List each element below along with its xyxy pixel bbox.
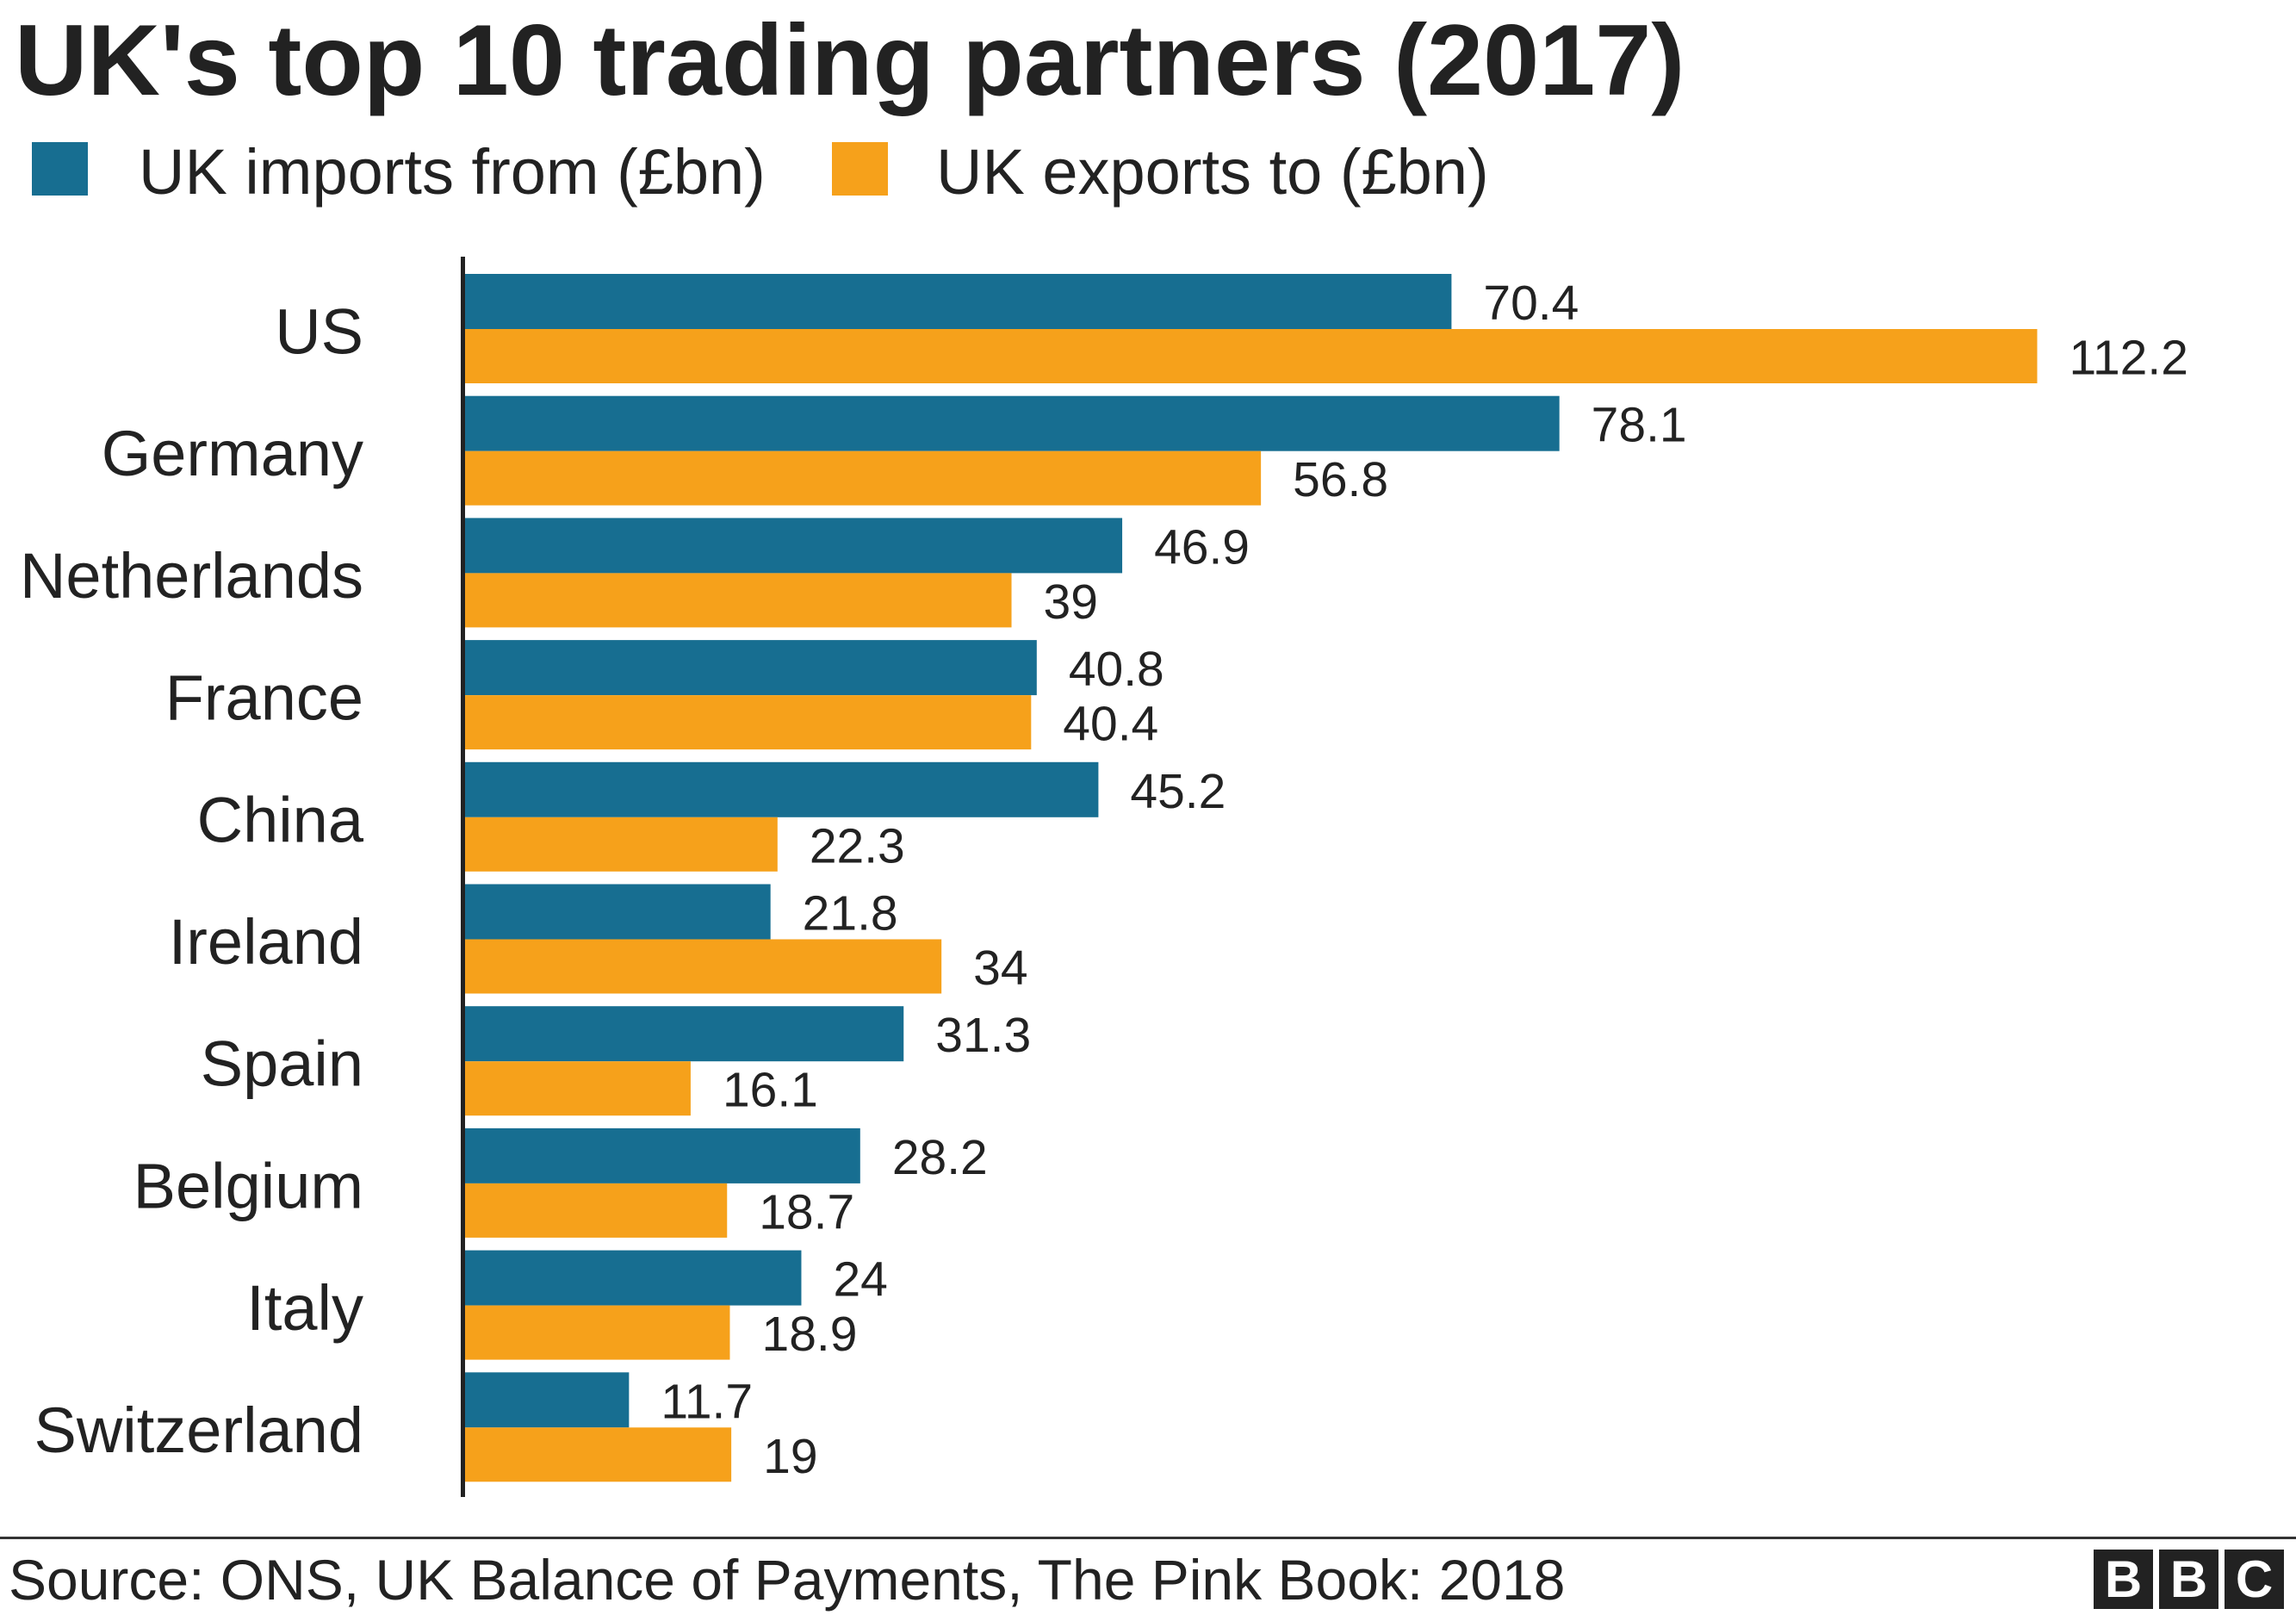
bar-imports-us [465, 274, 1452, 329]
bar-imports-netherlands [465, 518, 1123, 574]
bar-exports-france [465, 695, 1032, 750]
category-label-switzerland: Switzerland [34, 1394, 363, 1466]
bar-group-ireland: Ireland 21.8 34 [169, 884, 1028, 996]
chart-title: UK's top 10 trading partners (2017) [15, 3, 1685, 116]
value-label-imports-belgium: 28.2 [892, 1130, 988, 1185]
value-label-exports-france: 40.4 [1063, 697, 1158, 752]
value-label-imports-switzerland: 11.7 [661, 1374, 753, 1429]
category-axis-line [461, 257, 465, 1497]
bar-group-spain: Spain 31.3 16.1 [201, 1006, 1031, 1118]
value-label-exports-switzerland: 19 [763, 1429, 817, 1484]
value-label-imports-france: 40.8 [1069, 642, 1164, 697]
bar-exports-spain [465, 1061, 691, 1116]
bars-layer: US 70.4 112.2 Germany 78.1 56.8 Netherlands 46.… [20, 274, 2188, 1484]
category-label-italy: Italy [246, 1272, 363, 1344]
bar-group-china: China 45.2 22.3 [197, 761, 1226, 873]
bar-group-us: US 70.4 112.2 [275, 274, 2188, 386]
bar-group-switzerland: Switzerland 11.719 [34, 1372, 818, 1484]
value-label-exports-ireland: 34 [973, 941, 1027, 996]
value-label-imports-ireland: 21.8 [803, 886, 898, 941]
value-label-exports-us: 112.2 [2069, 331, 2187, 386]
bar-group-belgium: Belgium 28.2 18.7 [133, 1127, 988, 1239]
category-label-germany: Germany [102, 418, 363, 489]
bar-exports-us [465, 329, 2038, 383]
bar-group-germany: Germany 78.1 56.8 [102, 395, 1687, 507]
bar-imports-italy [465, 1250, 802, 1306]
value-label-exports-italy: 18.9 [762, 1307, 858, 1362]
footer-divider [0, 1537, 2296, 1539]
bar-group-netherlands: Netherlands 46.9 39 [20, 518, 1250, 630]
bar-imports-belgium [465, 1127, 860, 1183]
legend-label-exports: UK exports to (£bn) [936, 136, 1489, 208]
bbc-logo-block-2: B [2159, 1550, 2218, 1609]
value-label-imports-germany: 78.1 [1592, 398, 1687, 453]
bar-exports-ireland [465, 939, 942, 994]
legend-swatch-imports [32, 142, 88, 196]
bbc-logo: B B C [2094, 1550, 2284, 1609]
value-label-exports-belgium: 18.7 [759, 1184, 854, 1239]
source-note: Source: ONS, UK Balance of Payments, The… [9, 1548, 1566, 1612]
category-label-spain: Spain [201, 1028, 363, 1100]
value-label-imports-netherlands: 46.9 [1154, 519, 1250, 575]
legend-label-imports: UK imports from (£bn) [139, 136, 766, 208]
bar-imports-france [465, 640, 1037, 696]
bar-group-france: France 40.840.4 [165, 640, 1164, 752]
category-label-netherlands: Netherlands [20, 540, 363, 612]
bar-exports-belgium [465, 1183, 728, 1238]
bar-imports-china [465, 761, 1099, 817]
bbc-logo-block-3: C [2225, 1550, 2284, 1609]
category-label-us: US [275, 296, 363, 368]
category-label-ireland: Ireland [169, 906, 363, 978]
value-label-exports-netherlands: 39 [1044, 575, 1098, 630]
value-label-exports-china: 22.3 [810, 818, 905, 873]
category-label-france: France [165, 662, 363, 734]
bar-exports-china [465, 817, 778, 872]
bar-exports-germany [465, 450, 1262, 506]
bar-imports-spain [465, 1006, 904, 1062]
bar-imports-germany [465, 395, 1560, 451]
bar-imports-ireland [465, 884, 771, 940]
value-label-imports-italy: 24 [833, 1252, 887, 1308]
value-label-exports-germany: 56.8 [1293, 452, 1388, 507]
bbc-logo-block-1: B [2094, 1550, 2153, 1609]
legend-swatch-exports [832, 142, 888, 196]
value-label-exports-spain: 16.1 [723, 1063, 818, 1118]
value-label-imports-spain: 31.3 [935, 1008, 1031, 1063]
category-label-china: China [197, 784, 364, 855]
bar-exports-switzerland [465, 1427, 732, 1482]
bar-exports-italy [465, 1305, 730, 1360]
category-label-belgium: Belgium [133, 1150, 363, 1221]
value-label-imports-us: 70.4 [1483, 276, 1579, 331]
bar-imports-switzerland [465, 1372, 630, 1428]
bar-exports-netherlands [465, 573, 1012, 628]
value-label-imports-china: 45.2 [1130, 764, 1226, 819]
